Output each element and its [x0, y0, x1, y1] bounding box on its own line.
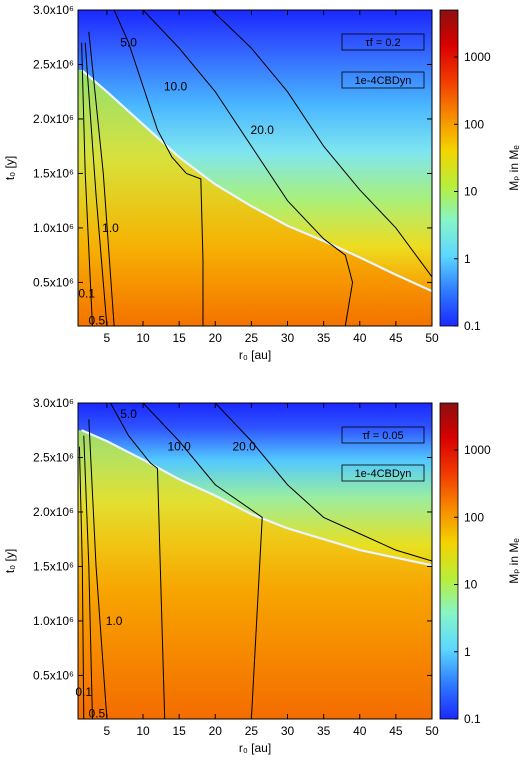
legend-entry: τf = 0.05: [362, 430, 403, 442]
iso-boundary-line: [81, 429, 433, 567]
x-tick-label: 10: [136, 331, 150, 345]
high-mass-region: [78, 430, 432, 719]
colorbar: 0.1 1 10 100 1000 Mₚ in Mₑ: [439, 9, 520, 333]
x-tick-label: 45: [389, 331, 403, 345]
contour-line: [142, 402, 263, 720]
x-tick-label: 35: [317, 724, 331, 738]
legend-entry: 1e-4CBDyn: [355, 468, 412, 480]
y-tick-label: 2.0x10⁶: [33, 112, 74, 126]
x-tick-label: 20: [209, 724, 223, 738]
contour-label: 0.5: [88, 314, 105, 328]
x-tick-label: 35: [317, 331, 331, 345]
x-tick-label: 20: [209, 331, 223, 345]
x-axis-label: r₀ [au]: [239, 741, 271, 755]
legend-box: [341, 426, 425, 444]
contour-line: [211, 9, 433, 278]
contour-label: 0.5: [88, 707, 105, 721]
contour-line: [214, 402, 433, 562]
contour-label: 10.0: [164, 79, 188, 93]
legend-box: [341, 464, 425, 482]
contour-line: [110, 402, 166, 720]
y-axis-label: t₀ [y]: [3, 549, 17, 573]
x-axis-label: r₀ [au]: [239, 348, 271, 362]
x-tick-label: 5: [104, 724, 111, 738]
contour-line: [88, 31, 115, 327]
contour-line: [142, 9, 354, 327]
colorbar-label: Mₚ in Mₑ: [507, 538, 520, 584]
legend: τf = 0.2 1e-4CBDyn: [341, 33, 425, 89]
x-tick-label: 30: [281, 331, 295, 345]
y-tick-label: 2.5x10⁶: [33, 57, 74, 71]
y-tick-label: 0.5x10⁶: [33, 668, 74, 682]
x-tick-label: 45: [389, 724, 403, 738]
x-tick-label: 40: [353, 331, 367, 345]
x-tick-label: 15: [172, 724, 186, 738]
y-tick-label: 3.0x10⁶: [33, 3, 74, 17]
colorbar-tick-label: 10: [464, 185, 478, 199]
iso-boundary-line: [80, 69, 433, 293]
colorbar-ramp: [439, 9, 459, 327]
plot-frame: [77, 402, 433, 720]
colorbar-tick-label: 0.1: [464, 712, 481, 726]
contour-label: 10.0: [167, 440, 191, 454]
colorbar-label: Mₚ in Mₑ: [507, 145, 520, 191]
high-mass-region: [78, 69, 432, 327]
y-tick-label: 3.0x10⁶: [33, 396, 74, 410]
contour-line: [83, 435, 93, 720]
legend: τf = 0.05 1e-4CBDyn: [341, 426, 425, 482]
contour-label: 1.0: [106, 614, 123, 628]
legend-box: [341, 71, 425, 89]
contour-label: 0.1: [78, 286, 95, 300]
x-tick-label: 25: [245, 331, 259, 345]
y-tick-label: 2.5x10⁶: [33, 450, 74, 464]
x-tick-label: 40: [353, 724, 367, 738]
y-tick-label: 1.0x10⁶: [33, 221, 74, 235]
colorbar-tick-label: 1000: [464, 50, 491, 64]
legend-entry: τf = 0.2: [365, 37, 400, 49]
colorbar-tick-label: 1000: [464, 443, 491, 457]
contour-label: 1.0: [102, 221, 119, 235]
contour-line: [81, 42, 93, 327]
y-tick-label: 0.5x10⁶: [33, 275, 74, 289]
colorbar-tick-label: 100: [464, 117, 484, 131]
legend-box: [341, 33, 425, 51]
contour-label: 20.0: [251, 123, 275, 137]
x-tick-label: 5: [104, 331, 111, 345]
y-axis-label: t₀ [y]: [3, 156, 17, 180]
x-tick-label: 15: [172, 331, 186, 345]
contour-label: 20.0: [232, 440, 256, 454]
x-tick-label: 25: [245, 724, 259, 738]
colorbar-tick-label: 1: [464, 645, 471, 659]
plot-frame: [77, 9, 433, 327]
contour-label: 5.0: [120, 36, 137, 50]
x-tick-label: 30: [281, 724, 295, 738]
colorbar-ramp: [439, 402, 459, 720]
colorbar-tick-label: 10: [464, 578, 478, 592]
colorbar-tick-label: 100: [464, 510, 484, 524]
contour-label: 0.1: [75, 685, 92, 699]
contour-label: 5.0: [120, 407, 137, 421]
chart-panel-2: 0.10.51.05.010.0 20.05 10 15 20 25 30 35 40 45 500…: [3, 396, 520, 755]
colorbar-tick-label: 1: [464, 252, 471, 266]
contour-line: [88, 419, 108, 720]
x-tick-label: 50: [425, 331, 439, 345]
x-tick-label: 10: [136, 724, 150, 738]
y-tick-label: 1.5x10⁶: [33, 166, 74, 180]
colorbar-tick-label: 0.1: [464, 319, 481, 333]
y-tick-label: 1.0x10⁶: [33, 614, 74, 628]
colorbar: 0.1 1 10 100 1000 Mₚ in Mₑ: [439, 402, 520, 726]
y-tick-label: 2.0x10⁶: [33, 505, 74, 519]
contour-line: [113, 9, 204, 326]
x-tick-label: 50: [425, 724, 439, 738]
chart-panel-1: 0.10.51.05.010.020.05 10 15 20 25 30 35 40 45 500…: [3, 3, 520, 362]
legend-entry: 1e-4CBDyn: [355, 75, 412, 87]
contour-line: [84, 42, 108, 327]
y-tick-label: 1.5x10⁶: [33, 559, 74, 573]
